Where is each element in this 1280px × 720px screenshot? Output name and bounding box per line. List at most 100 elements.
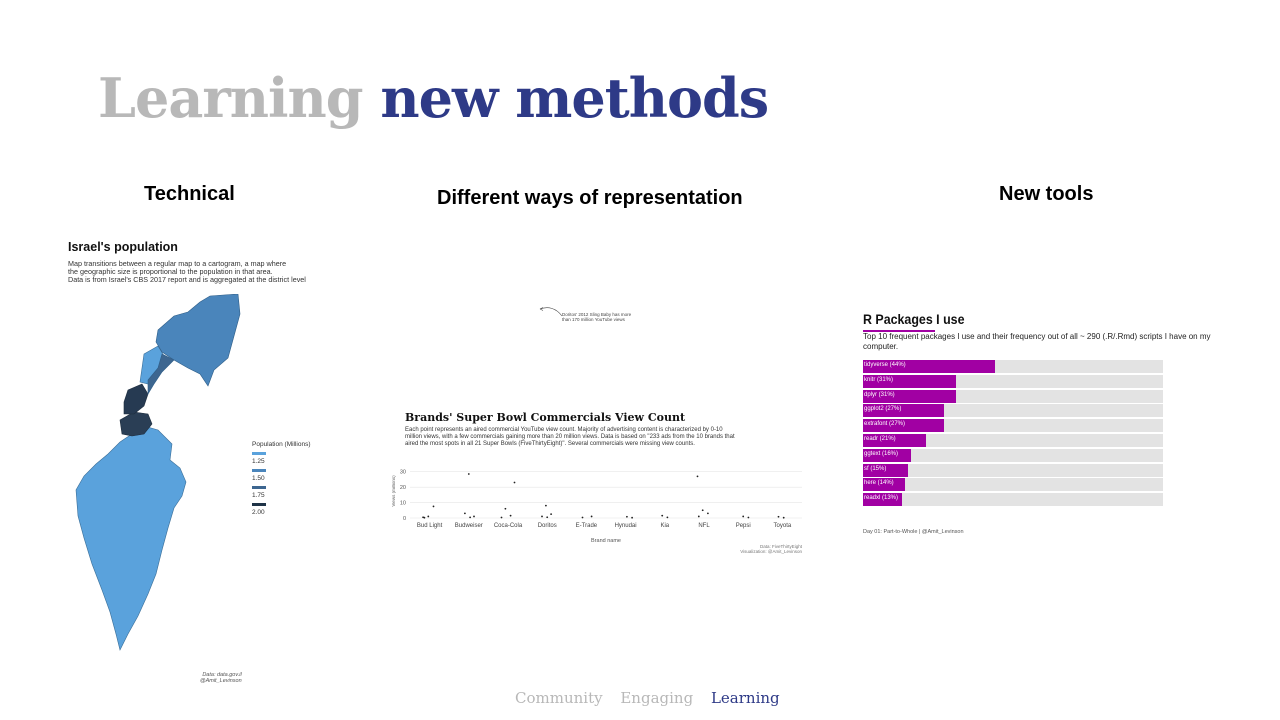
footer-nav: Community Engaging Learning [515,689,793,707]
bar-fill [863,374,956,388]
legend-item: 1.25 [252,452,311,465]
map-legend: Population (Millions) 1.25 1.50 1.75 2.0… [252,441,311,516]
y-axis-label: Views (millions) [392,475,396,507]
data-point [747,516,750,519]
data-point [469,516,471,519]
y-tick-label: 10 [400,501,406,507]
r-packages-footer: Day 01: Part-to-Whole | @Amit_Levinson [863,529,964,535]
map-district-west-bank [147,353,175,396]
bar-label: readr (21%) [864,435,896,442]
data-point [550,513,552,516]
bar-row: ggplot2 (27%) [863,404,1163,418]
legend-swatch [252,503,266,506]
data-point [590,515,593,518]
legend-label: 1.50 [252,475,265,482]
data-point [697,515,700,518]
bar-label: ggtext (16%) [864,450,899,457]
bar-row: here (14%) [863,478,1163,492]
data-point [423,516,426,519]
heading-representation: Different ways of representation [437,187,743,209]
x-tick-label: Coca-Cola [494,523,523,529]
r-packages-title: R Packages I use [863,312,965,327]
data-point [509,514,512,517]
nav-engaging[interactable]: Engaging [620,689,694,707]
data-point [504,507,507,510]
r-packages-panel: R Packages I use Top 10 frequent package… [862,310,1222,540]
data-point [545,504,547,507]
annotation-arrow [539,307,563,317]
title-part-learning: Learning [98,66,364,130]
data-point [666,516,669,519]
x-tick-label: Toyota [774,523,792,529]
map-description-line: Map transitions between a regular map to… [68,259,287,268]
bar-fill [863,463,908,477]
x-tick-label: Hynudai [615,523,637,529]
data-point [427,515,430,518]
bar-fill [863,419,944,433]
slide-title: Learning new methods [98,66,769,130]
legend-swatch [252,452,266,455]
data-point [707,512,709,515]
chart-description: Each point represents an aired commercia… [405,427,735,447]
bar-row: knitr (31%) [863,374,1163,388]
bar-row: dplyr (31%) [863,389,1163,403]
bar-fill [863,448,911,462]
bar-row: sf (15%) [863,463,1163,477]
nav-community[interactable]: Community [515,689,603,707]
map-description-line: the geographic size is proportional to t… [68,267,273,276]
data-point [473,515,475,518]
heading-new-tools: New tools [999,183,1094,205]
legend-label: 1.25 [252,458,265,465]
nav-learning[interactable]: Learning [710,689,780,707]
x-tick-label: Kia [660,523,669,529]
map-district-south [75,425,187,651]
data-point [464,512,466,515]
bar-label: sf (15%) [864,465,887,472]
legend-label: 2.00 [252,509,265,516]
chart-credit: Data: FiveThirtyEight Visualization: @Am… [740,544,802,554]
map-caption-line: @Amit_Levinson [200,678,242,684]
legend-swatch [252,486,266,489]
map-district-north [155,294,241,387]
data-point [541,515,543,518]
bar-fill [863,478,905,492]
bar-row: extrafont (27%) [863,419,1163,433]
israel-map [75,294,241,651]
x-tick-label: E-Trade [576,523,598,529]
credit-line: Data: FiveThirtyEight [759,544,802,549]
data-point [546,516,549,519]
data-point [432,505,435,508]
map-caption: Data: data.gov.il @Amit_Levinson [200,672,242,684]
annotation-line: than 170 million YouTube views [562,317,625,322]
bar-label: here (14%) [864,480,894,487]
x-tick-label: Pepsi [736,523,751,529]
bar-row: ggtext (16%) [863,448,1163,462]
title-part-new-methods: new methods [380,66,769,130]
bar-label: readxl (13%) [864,495,899,502]
legend-item: 1.75 [252,486,311,499]
data-point [777,515,780,518]
map-description-line: Data is from Israel's CBS 2017 report an… [68,275,306,284]
legend-label: 1.75 [252,492,265,499]
bar-fill [863,389,956,403]
y-tick-label: 20 [400,485,406,491]
data-point [500,516,503,519]
map-caption-line: Data: data.gov.il [202,672,242,678]
bar-row: readr (21%) [863,433,1163,447]
bar-label: ggplot2 (27%) [864,406,902,413]
data-point [626,515,628,518]
data-point [513,481,516,484]
bar-row: tidyverse (44%) [863,360,1163,373]
credit-line: Visualization: @Amit_Levinson [740,549,802,554]
x-tick-label: NFL [698,523,710,529]
data-point [467,473,470,475]
heading-technical: Technical [144,183,235,205]
map-description: Map transitions between a regular map to… [68,260,352,284]
map-title: Israel's population [68,240,178,254]
bar-label: knitr (31%) [864,376,894,383]
bar-label: dplyr (31%) [864,391,895,398]
x-axis-label: Brand name [591,538,621,544]
legend-title: Population (Millions) [252,441,311,448]
x-tick-label: Bud Light [417,523,443,529]
annotation-line: Doritos' 2012 Sling Baby has more [562,312,632,317]
